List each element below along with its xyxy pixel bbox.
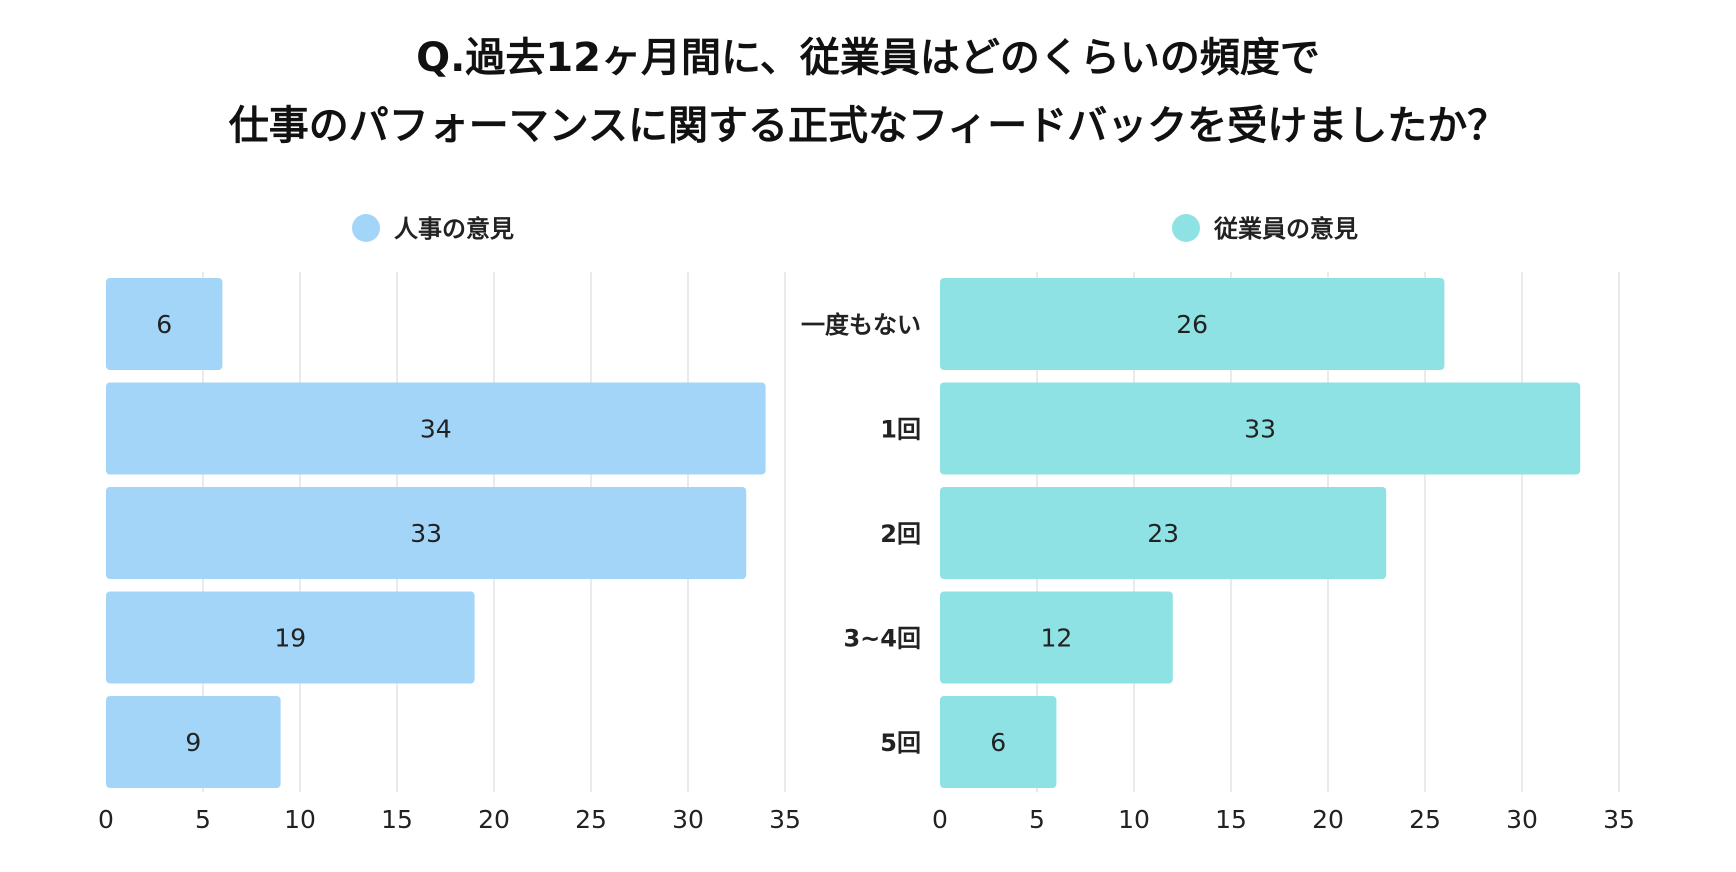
- x-tick-label: 20: [478, 805, 510, 834]
- x-tick-label: 30: [672, 805, 704, 834]
- legend-label: 人事の意見: [394, 215, 514, 243]
- bar: [106, 696, 281, 788]
- category-label: 1回: [880, 416, 921, 444]
- bar: [106, 591, 475, 684]
- legend-swatch: [1172, 214, 1200, 242]
- data-label: 19: [274, 624, 306, 653]
- data-label: 33: [1244, 415, 1276, 444]
- x-tick-label: 15: [1215, 805, 1247, 834]
- x-tick-label: 0: [932, 805, 948, 834]
- bar: [940, 487, 1387, 579]
- bar: [940, 591, 1173, 684]
- data-label: 12: [1040, 624, 1072, 653]
- legend-label: 従業員の意見: [1213, 215, 1358, 243]
- legend-swatch: [352, 214, 380, 242]
- bar: [106, 487, 747, 579]
- category-label: 5回: [880, 729, 921, 757]
- chart-title-line-2: 仕事のパフォーマンスに関する正式なフィードバックを受けましたか？: [228, 103, 1508, 149]
- x-tick-label: 5: [1029, 805, 1045, 834]
- bar: [940, 696, 1057, 788]
- category-label: 一度もない: [801, 311, 921, 339]
- x-tick-label: 15: [381, 805, 413, 834]
- data-label: 33: [410, 519, 442, 548]
- x-tick-label: 5: [195, 805, 211, 834]
- data-label: 9: [185, 728, 201, 757]
- chart-title-line-1: Q.過去12ヶ月間に、従業員はどのくらいの頻度で: [416, 35, 1320, 81]
- x-tick-label: 20: [1312, 805, 1344, 834]
- x-tick-label: 10: [1118, 805, 1150, 834]
- x-tick-label: 35: [769, 805, 801, 834]
- bar: [940, 278, 1445, 370]
- category-label: 2回: [880, 520, 921, 548]
- data-label: 6: [156, 310, 172, 339]
- x-tick-label: 25: [1409, 805, 1441, 834]
- data-label: 23: [1147, 519, 1179, 548]
- x-tick-label: 0: [98, 805, 114, 834]
- data-label: 34: [420, 415, 452, 444]
- x-tick-label: 30: [1506, 805, 1538, 834]
- x-tick-label: 10: [284, 805, 316, 834]
- data-label: 6: [990, 728, 1006, 757]
- category-label: 3~4回: [843, 625, 921, 653]
- bar: [940, 382, 1581, 475]
- data-label: 26: [1176, 310, 1208, 339]
- bar: [106, 278, 223, 370]
- bar: [106, 382, 766, 475]
- x-tick-label: 35: [1603, 805, 1635, 834]
- x-tick-label: 25: [575, 805, 607, 834]
